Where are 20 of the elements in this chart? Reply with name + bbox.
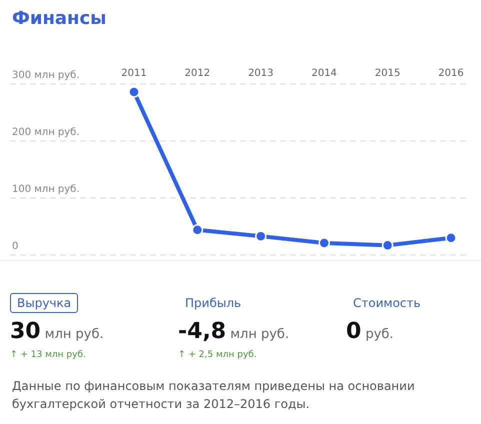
- text: Данные по финансовым показателям приведены на основании бухгалтерской отчетности за 2012–2016 годы.: [12, 378, 416, 413]
- y-tick-label: 300 млн руб.: [12, 70, 80, 81]
- chart-title: Финансы: [12, 8, 106, 29]
- x-tick-label: 2014: [311, 68, 337, 79]
- text: ↑ + 13 млн руб.: [10, 350, 87, 360]
- x-tick-label: 2016: [438, 68, 464, 79]
- text: Выручка: [10, 293, 78, 313]
- x-tick-label: 2012: [184, 68, 210, 79]
- text: -4,8 млн руб.: [178, 319, 290, 344]
- y-tick-label: 0: [12, 241, 18, 252]
- text: 30 млн руб.: [10, 319, 105, 344]
- text: Стоимость: [352, 295, 422, 312]
- text: 0 руб.: [346, 319, 395, 344]
- x-tick-label: 2013: [248, 68, 274, 79]
- x-tick-label: 2011: [121, 68, 147, 79]
- text: Прибыль: [184, 295, 242, 312]
- text: ↑ + 2,5 млн руб.: [178, 350, 258, 360]
- y-tick-label: 200 млн руб.: [12, 127, 80, 138]
- y-tick-label: 100 млн руб.: [12, 184, 80, 195]
- x-tick-label: 2015: [374, 68, 400, 79]
